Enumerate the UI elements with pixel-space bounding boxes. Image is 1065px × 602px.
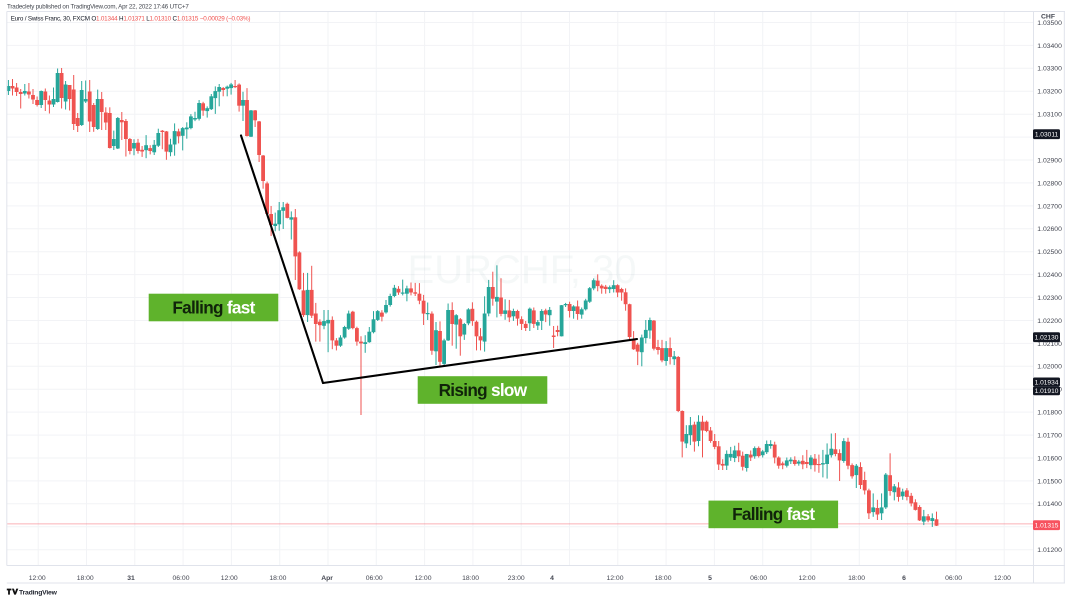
svg-text:Euro / Swiss Franc, 30, FXCM O: Euro / Swiss Franc, 30, FXCM O1.01344 H1… xyxy=(11,16,251,23)
svg-text:1.01700: 1.01700 xyxy=(1037,433,1062,440)
svg-text:1.03500: 1.03500 xyxy=(1037,20,1062,27)
svg-text:23:00: 23:00 xyxy=(508,575,525,582)
svg-text:1.02400: 1.02400 xyxy=(1037,272,1062,279)
svg-text:Tradeclety published on Tradin: Tradeclety published on TradingView.com,… xyxy=(7,4,189,11)
svg-text:Apr: Apr xyxy=(321,575,333,582)
svg-text:CHF: CHF xyxy=(1041,14,1055,21)
svg-text:18:00: 18:00 xyxy=(269,575,286,582)
svg-text:1.02800: 1.02800 xyxy=(1037,180,1062,187)
svg-text:1.02200: 1.02200 xyxy=(1037,318,1062,325)
svg-text:Falling fast: Falling fast xyxy=(172,297,255,317)
svg-text:5: 5 xyxy=(708,575,712,582)
svg-text:1.02300: 1.02300 xyxy=(1037,295,1062,302)
svg-text:6: 6 xyxy=(902,575,906,582)
svg-text:1.01800: 1.01800 xyxy=(1037,410,1062,417)
svg-text:18:00: 18:00 xyxy=(462,575,479,582)
svg-text:TradingView: TradingView xyxy=(19,590,58,597)
svg-text:18:00: 18:00 xyxy=(848,575,865,582)
svg-text:06:00: 06:00 xyxy=(750,575,767,582)
svg-text:1.01600: 1.01600 xyxy=(1037,455,1062,462)
svg-text:1.02700: 1.02700 xyxy=(1037,203,1062,210)
svg-text:1.03100: 1.03100 xyxy=(1037,112,1062,119)
svg-text:06:00: 06:00 xyxy=(172,575,189,582)
svg-text:1.01910: 1.01910 xyxy=(1035,388,1059,395)
svg-text:06:00: 06:00 xyxy=(366,575,383,582)
svg-text:18:00: 18:00 xyxy=(77,575,94,582)
svg-text:06:00: 06:00 xyxy=(945,575,962,582)
svg-text:12:00: 12:00 xyxy=(606,575,623,582)
svg-text:1.02100: 1.02100 xyxy=(1037,341,1062,348)
svg-text:31: 31 xyxy=(127,575,135,582)
svg-text:18:00: 18:00 xyxy=(654,575,671,582)
svg-text:12:00: 12:00 xyxy=(221,575,238,582)
svg-text:12:00: 12:00 xyxy=(29,575,46,582)
svg-text:1.02900: 1.02900 xyxy=(1037,157,1062,164)
svg-text:1.02000: 1.02000 xyxy=(1037,364,1062,371)
svg-text:1.02130: 1.02130 xyxy=(1035,335,1059,342)
svg-text:12:00: 12:00 xyxy=(414,575,431,582)
svg-text:1.03400: 1.03400 xyxy=(1037,43,1062,50)
svg-text:1.03200: 1.03200 xyxy=(1037,89,1062,96)
svg-text:1.03300: 1.03300 xyxy=(1037,66,1062,73)
svg-text:1.03011: 1.03011 xyxy=(1035,132,1059,139)
svg-text:1.01934: 1.01934 xyxy=(1035,379,1059,386)
svg-text:1.01315: 1.01315 xyxy=(1035,523,1059,530)
svg-text:4: 4 xyxy=(550,575,554,582)
svg-text:1.01200: 1.01200 xyxy=(1037,547,1062,554)
svg-text:1.01400: 1.01400 xyxy=(1037,501,1062,508)
svg-text:1.02600: 1.02600 xyxy=(1037,226,1062,233)
svg-text:12:00: 12:00 xyxy=(994,575,1011,582)
svg-text:1.02500: 1.02500 xyxy=(1037,249,1062,256)
svg-text:12:00: 12:00 xyxy=(798,575,815,582)
svg-text:Falling fast: Falling fast xyxy=(732,504,815,524)
svg-text:Rising slow: Rising slow xyxy=(439,380,528,400)
svg-text:1.01500: 1.01500 xyxy=(1037,478,1062,485)
